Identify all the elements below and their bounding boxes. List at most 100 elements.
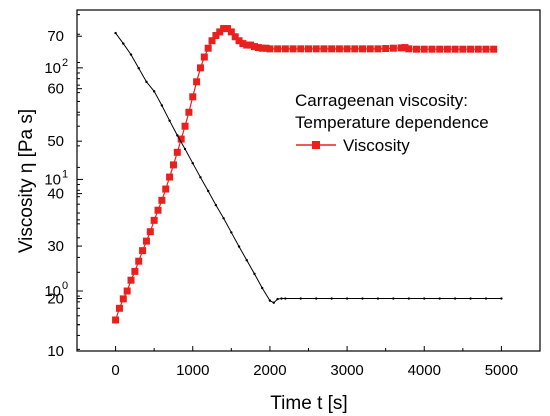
viscosity-data-point (227, 28, 235, 36)
temperature-data-point (237, 245, 241, 248)
temperature-data-point (145, 80, 148, 84)
temperature-data-point (199, 176, 202, 179)
viscosity-data-point (374, 45, 382, 53)
viscosity-data-point (223, 25, 231, 33)
viscosity-data-point (443, 45, 451, 53)
legend-viscosity-marker (312, 141, 320, 149)
x-axis-title: Time t [s] (270, 393, 347, 414)
x-tick-label: 3000 (330, 362, 363, 379)
temperature-data-point (484, 297, 488, 300)
viscosity-data-point (366, 45, 374, 53)
viscosity-tick-exponent: 1 (62, 168, 68, 180)
viscosity-data-point (467, 45, 475, 53)
temperature-data-point (500, 297, 503, 300)
viscosity-data-point (289, 45, 297, 53)
x-tick-label: 2000 (253, 362, 286, 379)
temperature-tick-label: 70 (47, 28, 64, 45)
viscosity-data-point (196, 64, 204, 72)
temperature-data-point (276, 297, 279, 301)
viscosity-tick-label: 10 (44, 60, 61, 77)
legend: Carrageenan viscosity: Temperature depen… (295, 91, 489, 155)
viscosity-data-point (220, 25, 228, 33)
temperature-data-point (361, 297, 364, 300)
viscosity-data-point (401, 44, 409, 52)
temperature-data-point (345, 297, 349, 300)
viscosity-data-point (115, 304, 123, 312)
x-tick-label: 5000 (485, 362, 518, 379)
viscosity-data-point (112, 316, 120, 324)
temperature-data-point (438, 297, 441, 300)
viscosity-data-point (200, 53, 208, 61)
viscosity-data-point (436, 45, 444, 53)
viscosity-data-point (166, 173, 174, 181)
viscosity-data-point (235, 37, 243, 45)
x-tick-label: 1000 (176, 362, 209, 379)
viscosity-data-point (382, 45, 390, 53)
temperature-data-point (183, 147, 187, 151)
viscosity-data-point (162, 185, 170, 193)
viscosity-data-point (135, 257, 143, 265)
viscosity-data-point (193, 78, 201, 86)
temperature-data-point (407, 297, 411, 300)
viscosity-data-point (212, 31, 220, 39)
viscosity-data-point (482, 45, 490, 53)
viscosity-data-point (359, 45, 367, 53)
viscosity-tick-exponent: 2 (62, 57, 68, 69)
viscosity-data-point (239, 40, 247, 48)
x-tick-label: 4000 (408, 362, 441, 379)
temperature-data-point (129, 53, 133, 56)
viscosity-data-point (320, 45, 328, 53)
viscosity-data-point (181, 122, 189, 130)
temperature-data-point (253, 272, 256, 276)
x-axis-ticks: 0 1000 2000 3000 4000 5000 (76, 346, 541, 379)
viscosity-data-point (119, 295, 127, 303)
viscosity-data-point (173, 148, 181, 156)
viscosity-data-point (428, 45, 436, 53)
viscosity-data-point (247, 41, 255, 49)
viscosity-data-point (243, 41, 251, 49)
viscosity-data-point (420, 45, 428, 53)
viscosity-tick-label: 10 (44, 171, 61, 188)
viscosity-data-point (204, 44, 212, 52)
temperature-data-point (272, 301, 275, 304)
viscosity-data-point (335, 45, 343, 53)
temperature-data-point (268, 299, 272, 302)
temperature-tick-label: 10 (47, 343, 64, 360)
viscosity-data-point (146, 228, 154, 236)
temperature-data-point (114, 31, 117, 35)
viscosity-data-point (351, 45, 359, 53)
viscosity-data-point (490, 45, 498, 53)
viscosity-data-point (274, 45, 282, 53)
viscosity-data-point (127, 276, 135, 284)
temperature-data-point (137, 67, 140, 70)
y-axis-title: Viscosity η [Pa s] (16, 109, 37, 253)
temperature-data-point (152, 90, 156, 93)
temperature-data-point (376, 297, 380, 300)
temperature-data-point (453, 297, 457, 300)
viscosity-data-point (459, 45, 467, 53)
temperature-tick-label: 30 (47, 238, 64, 255)
viscosity-tick-label: 10 (44, 283, 61, 300)
viscosity-data-point (185, 108, 193, 116)
viscosity-data-point (189, 93, 197, 101)
plot-frame (76, 9, 541, 352)
temperature-data-point (168, 119, 171, 122)
temperature-data-point (122, 42, 125, 45)
temperature-data-point (423, 297, 426, 300)
temperature-data-point (245, 259, 248, 262)
viscosity-data-point (343, 45, 351, 53)
viscosity-data-point (208, 37, 216, 45)
temperature-data-point (330, 297, 333, 300)
viscosity-data-point (262, 44, 270, 52)
legend-title-line-2: Temperature dependence (295, 113, 489, 132)
viscosity-data-point (297, 45, 305, 53)
temperature-data-point (261, 286, 264, 290)
legend-viscosity-label: Viscosity (343, 136, 410, 155)
temperature-data-point (206, 189, 210, 193)
legend-title-line-1: Carrageenan viscosity: (295, 91, 468, 110)
temperature-data-point (469, 297, 472, 300)
temperature-data-point (280, 297, 283, 300)
viscosity-data-point (328, 45, 336, 53)
